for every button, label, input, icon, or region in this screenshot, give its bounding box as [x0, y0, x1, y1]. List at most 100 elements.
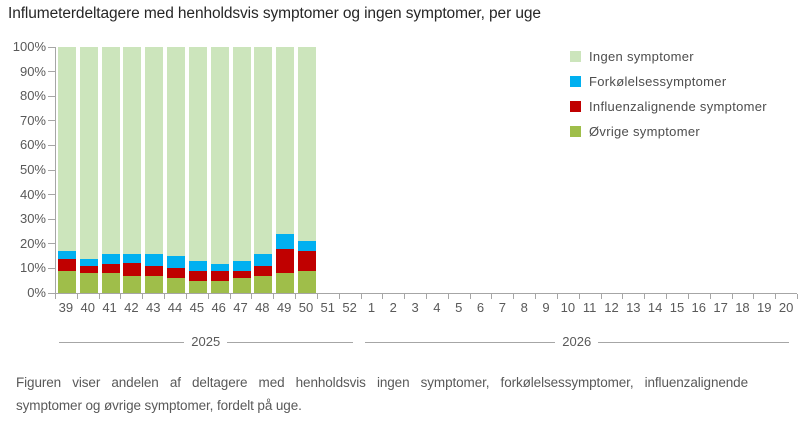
segment-vrige-symptomer [232, 278, 251, 293]
legend-label: Influenzalignende symptomer [589, 99, 767, 114]
bar-week-42 [123, 47, 142, 293]
x-tick [55, 294, 56, 299]
bar-week-46 [210, 47, 229, 293]
caption-line-1: Figuren viser andelen af deltagere med h… [16, 375, 748, 390]
x-tick [382, 294, 384, 299]
segment-influenzalignende-symptomer [297, 251, 316, 271]
x-tick-label-week-20: 20 [778, 300, 794, 315]
figure-caption: Figuren viser andelen af deltagere med h… [16, 371, 748, 417]
x-tick [207, 294, 209, 299]
x-tick-label-week-18: 18 [735, 300, 750, 315]
legend-swatch [570, 126, 581, 137]
segment-ingen-symptomer [101, 47, 120, 254]
y-tick-label: 30% [19, 211, 46, 227]
legend: Ingen symptomer Forkølelsessymptomer Influ… [570, 49, 767, 150]
bar-week-40 [79, 47, 98, 293]
segment-fork-lelsessymptomer [254, 253, 273, 266]
bar-week-48 [254, 47, 273, 293]
x-tick-label-week-41: 41 [102, 300, 117, 315]
x-tick [687, 294, 689, 299]
segment-fork-lelsessymptomer [101, 253, 120, 264]
segment-influenzalignende-symptomer [188, 270, 207, 281]
y-tick-label: 10% [19, 260, 46, 276]
x-tick [731, 294, 733, 299]
segment-vrige-symptomer [297, 270, 316, 293]
x-tick-label-week-17: 17 [713, 300, 728, 315]
x-tick [447, 294, 449, 299]
y-tick-label: 60% [19, 137, 46, 153]
x-tick-label-week-44: 44 [167, 300, 183, 315]
segment-fork-lelsessymptomer [297, 241, 316, 252]
legend-swatch [570, 76, 581, 87]
y-tick-label: 20% [19, 235, 46, 251]
bar-week-45 [188, 47, 207, 293]
segment-ingen-symptomer [79, 47, 98, 259]
x-tick-label-week-3: 3 [411, 300, 419, 315]
x-tick [76, 294, 78, 299]
segment-vrige-symptomer [188, 280, 207, 293]
segment-ingen-symptomer [145, 47, 164, 254]
x-tick-label-week-51: 51 [320, 300, 336, 315]
segment-ingen-symptomer [167, 47, 186, 257]
segment-vrige-symptomer [167, 278, 186, 293]
legend-item-vrige-symptomer: Øvrige symptomer [570, 124, 767, 139]
legend-swatch [570, 51, 581, 62]
x-tick-label-week-15: 15 [669, 300, 685, 315]
caption-line-2: symptomer og øvrige symptomer, fordelt p… [16, 398, 302, 413]
x-tick-label-week-8: 8 [520, 300, 528, 315]
x-tick [535, 294, 537, 299]
y-tick-label: 100% [12, 39, 46, 54]
x-tick [251, 294, 253, 299]
year-axis-line [59, 341, 185, 343]
x-tick-label-week-42: 42 [124, 300, 139, 315]
x-tick [600, 294, 602, 299]
x-tick-label-week-47: 47 [233, 300, 248, 315]
x-tick [185, 294, 187, 299]
x-tick [797, 294, 798, 299]
segment-influenzalignende-symptomer [101, 263, 120, 274]
bar-week-41 [101, 47, 120, 293]
x-tick-label-week-46: 46 [211, 300, 226, 315]
bar-week-43 [145, 47, 164, 293]
x-tick [709, 294, 711, 299]
y-tick [48, 267, 55, 269]
year-group-2026: 2026 [364, 334, 789, 350]
year-axis-line [598, 341, 789, 343]
segment-ingen-symptomer [210, 47, 229, 264]
y-tick-label: 0% [27, 285, 46, 300]
x-tick [164, 294, 166, 299]
bar-week-50 [297, 47, 316, 293]
x-tick-label-week-5: 5 [455, 300, 463, 315]
segment-vrige-symptomer [101, 273, 120, 293]
x-tick [229, 294, 231, 299]
segment-ingen-symptomer [57, 47, 76, 252]
x-tick [273, 294, 275, 299]
plot-area [55, 47, 797, 294]
segment-vrige-symptomer [123, 275, 142, 293]
year-axis-line [227, 341, 353, 343]
x-tick-label-week-10: 10 [560, 300, 576, 315]
x-tick [578, 294, 580, 299]
x-tick-label-week-9: 9 [542, 300, 550, 315]
x-tick-label-week-48: 48 [255, 300, 270, 315]
segment-vrige-symptomer [210, 280, 229, 293]
x-tick [556, 294, 558, 299]
x-tick [295, 294, 297, 299]
y-tick [48, 218, 55, 220]
x-tick [98, 294, 100, 299]
x-tick-label-week-12: 12 [604, 300, 619, 315]
legend-item-ingen-symptomer: Ingen symptomer [570, 49, 767, 64]
legend-label: Øvrige symptomer [589, 124, 700, 139]
segment-vrige-symptomer [57, 270, 76, 293]
y-tick [48, 243, 55, 245]
x-tick [142, 294, 144, 299]
x-tick [753, 294, 755, 299]
x-tick [360, 294, 362, 299]
y-tick [48, 144, 55, 146]
x-tick [316, 294, 318, 299]
x-tick [644, 294, 646, 299]
y-tick-label: 90% [19, 63, 46, 79]
x-tick-label-week-14: 14 [647, 300, 663, 315]
x-tick-label-week-2: 2 [389, 300, 397, 315]
